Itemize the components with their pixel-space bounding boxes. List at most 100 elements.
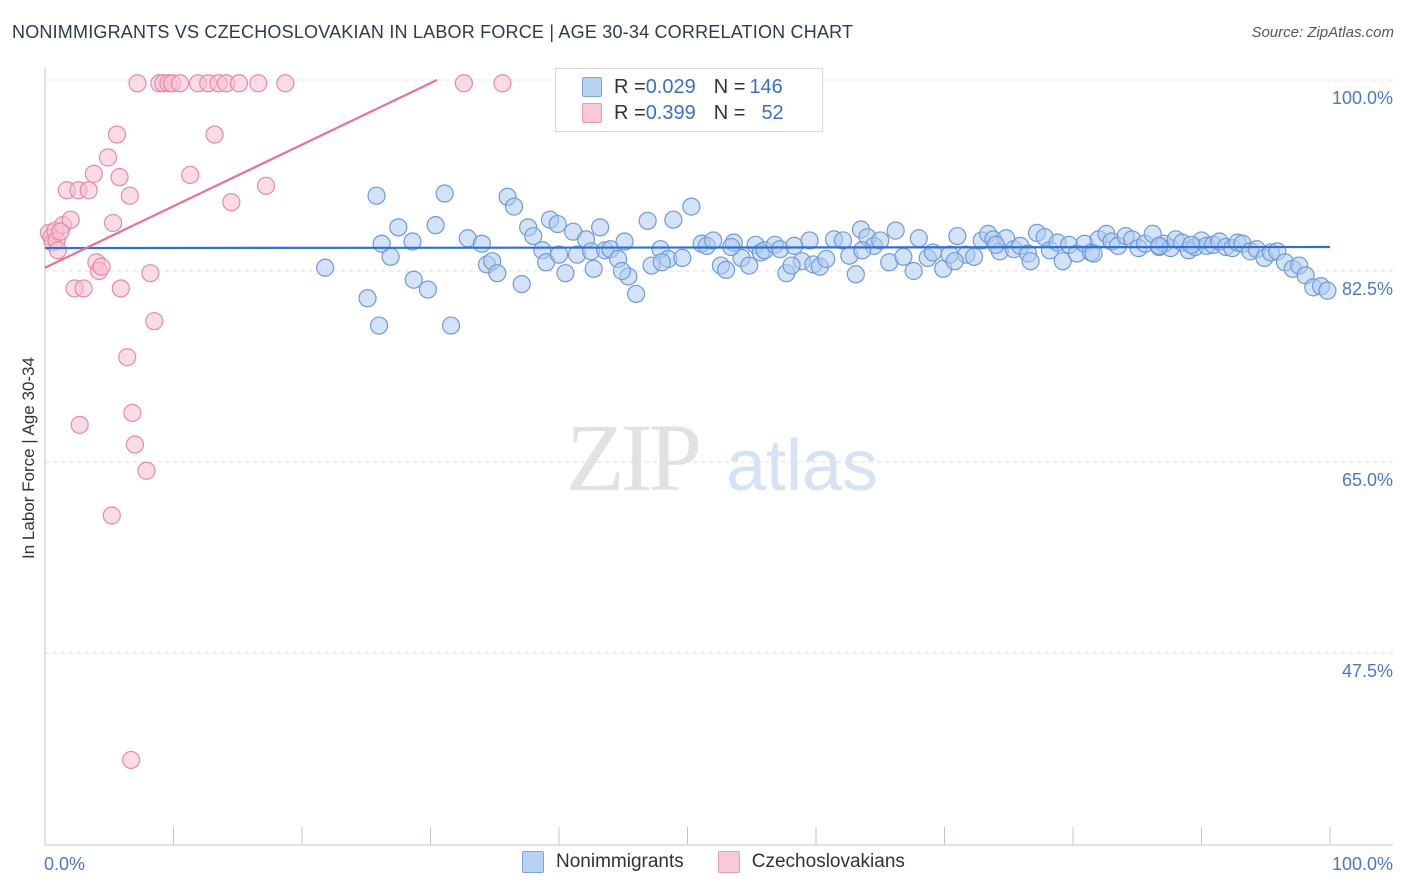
czechoslovakians-point	[61, 210, 80, 229]
nonimmigrants-point	[404, 270, 423, 289]
nonimmigrants-point	[403, 232, 422, 251]
nonimmigrants-point	[418, 280, 438, 299]
czechoslovakians-point	[123, 403, 142, 422]
watermark-atlas: atlas	[726, 426, 878, 506]
czechoslovakians-point	[74, 279, 93, 298]
nonimmigrants-point	[817, 249, 836, 269]
y-axis-label: In Labor Force | Age 30-34	[19, 357, 38, 559]
grid-lines	[45, 79, 1393, 654]
czechoslovakians-point	[107, 125, 127, 144]
legend-swatch-pink	[582, 103, 602, 123]
czechoslovakians-point	[92, 257, 111, 276]
nonimmigrants-point	[370, 316, 389, 335]
nonimmigrants-point	[488, 264, 507, 283]
nonimmigrants-point	[381, 247, 400, 266]
axes	[44, 68, 1393, 846]
czechoslovakians-point	[120, 186, 139, 205]
nonimmigrants-point	[909, 229, 928, 248]
nonimmigrants-point	[894, 247, 913, 266]
nonimmigrants-point	[1053, 252, 1072, 271]
czechoslovakians-point	[141, 264, 160, 283]
nonimmigrants-point	[833, 231, 853, 250]
y-tick-label: 47.5%	[1342, 661, 1393, 681]
czechoslovakians-point	[98, 148, 118, 167]
czechoslovakians-point	[118, 348, 137, 367]
czechoslovakians-point	[145, 312, 164, 331]
source-label: Source: ZipAtlas.com	[1251, 24, 1394, 41]
czechoslovakians-point	[104, 213, 123, 233]
nonimmigrants-point	[904, 261, 923, 281]
nonimmigrants-point	[367, 186, 386, 205]
nonimmigrants-point	[591, 218, 610, 237]
nonimmigrants-point	[524, 226, 543, 246]
nonimmigrants-points	[316, 184, 1337, 335]
legend-item-czechoslovakians: Czechoslovakians	[717, 851, 905, 873]
czechoslovakians-point	[125, 435, 145, 454]
chart-title: NONIMMIGRANTS VS CZECHOSLOVAKIAN IN LABO…	[12, 22, 854, 42]
czechoslovakians-point	[121, 750, 141, 770]
y-tick-label: 82.5%	[1342, 279, 1393, 299]
legend-swatch-pink	[717, 851, 740, 873]
czechoslovakians-point	[137, 461, 156, 480]
nonimmigrants-point	[886, 221, 905, 240]
nonimmigrants-point	[584, 259, 603, 278]
czechoslovakians-point	[102, 506, 121, 525]
nonimmigrants-point	[785, 236, 804, 255]
legend-r-label: R =	[614, 75, 646, 98]
legend-n-value: 52	[761, 101, 784, 124]
nonimmigrants-point	[426, 216, 445, 235]
legend-n-label: N =	[713, 101, 746, 124]
nonimmigrants-point	[740, 256, 759, 275]
nonimmigrants-point	[556, 264, 575, 283]
nonimmigrants-point	[512, 274, 531, 294]
czechoslovakians-point	[256, 176, 276, 195]
nonimmigrants-point	[716, 260, 736, 280]
nonimmigrants-point	[871, 231, 890, 250]
nonimmigrants-point	[358, 289, 377, 308]
legend-row-czechoslovakians: R = 0.399 N = 52	[582, 100, 784, 126]
legend-item-nonimmigrants: Nonimmigrants	[522, 851, 684, 873]
nonimmigrants-point	[682, 197, 701, 216]
czechoslovakians-point	[249, 74, 268, 93]
nonimmigrants-point	[846, 265, 865, 284]
nonimmigrants-point	[664, 210, 683, 229]
nonimmigrants-point	[673, 248, 692, 268]
nonimmigrants-trend-line	[44, 245, 1331, 250]
nonimmigrants-point	[1021, 252, 1040, 271]
czechoslovakians-point	[170, 74, 190, 93]
czechoslovakians-point	[229, 74, 249, 93]
czechoslovakians-point	[111, 279, 130, 298]
nonimmigrants-point	[853, 241, 872, 260]
czechoslovakians-point	[454, 74, 474, 93]
czechoslovakians-point	[48, 241, 67, 260]
nonimmigrants-point	[435, 184, 454, 203]
watermark: ZIP atlas	[566, 404, 878, 511]
nonimmigrants-point	[986, 235, 1006, 254]
y-tick-label: 100.0%	[1332, 88, 1393, 108]
nonimmigrants-point	[1318, 281, 1337, 300]
nonimmigrants-point	[441, 316, 461, 335]
nonimmigrants-point	[638, 211, 657, 230]
nonimmigrants-point	[316, 258, 335, 277]
legend-swatch-blue	[582, 77, 602, 97]
nonimmigrants-point	[1182, 235, 1201, 254]
legend-r-value: 0.029	[645, 75, 696, 98]
legend-swatch-blue	[522, 851, 544, 873]
czechoslovakians-trend-line	[44, 79, 438, 269]
czechoslovakians-point	[79, 181, 98, 200]
legend-row-nonimmigrants: R = 0.029 N = 146	[582, 74, 783, 100]
czechoslovakians-point	[128, 74, 147, 93]
nonimmigrants-point	[389, 218, 408, 237]
nonimmigrants-point	[504, 197, 524, 216]
nonimmigrants-point	[1149, 236, 1169, 255]
y-tick-label: 65.0%	[1342, 470, 1393, 490]
legend-stats: R = 0.029 N = 146 R = 0.399 N = 52	[555, 68, 823, 132]
nonimmigrants-point	[782, 256, 801, 275]
legend-r-label: R =	[614, 101, 646, 124]
nonimmigrants-point	[612, 261, 632, 281]
czechoslovakians-point	[110, 168, 129, 187]
czechoslovakians-point	[70, 415, 89, 434]
legend-label-czechoslovakians: Czechoslovakians	[751, 851, 905, 872]
czechoslovakians-point	[84, 164, 103, 183]
